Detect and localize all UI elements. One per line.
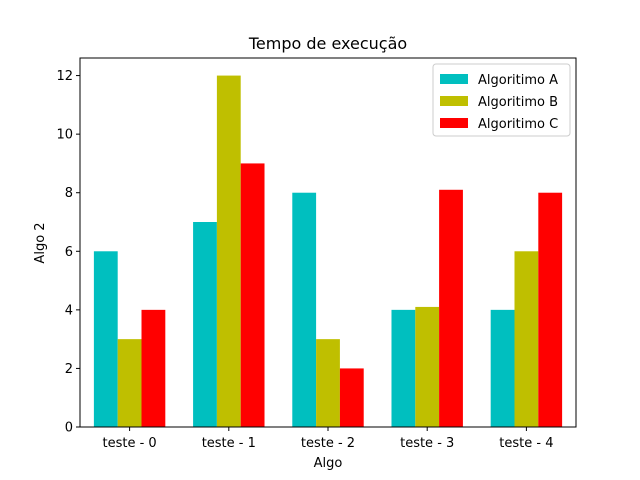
x-tick-label: teste - 0 (102, 436, 156, 451)
y-tick-label: 8 (65, 186, 73, 201)
x-tick-label: teste - 1 (202, 436, 256, 451)
bar-series-0-cat-0 (93, 251, 118, 427)
bar-series-0-cat-2 (292, 192, 317, 427)
bar-series-1-cat-3 (415, 306, 440, 427)
legend-swatch-1 (440, 96, 468, 106)
legend-swatch-0 (440, 74, 468, 84)
legend-label-0: Algoritimo A (478, 73, 558, 88)
y-tick-label: 4 (65, 303, 73, 318)
bar-series-2-cat-4 (538, 192, 563, 427)
bar-series-0-cat-4 (490, 309, 515, 427)
bar-series-2-cat-1 (240, 163, 265, 427)
bar-series-1-cat-1 (216, 75, 241, 428)
y-axis-label: Algo 2 (33, 222, 48, 263)
x-axis-label: Algo (314, 456, 343, 471)
y-tick-label: 0 (65, 421, 73, 436)
y-tick-label: 2 (65, 362, 73, 377)
x-tick-label: teste - 4 (499, 436, 553, 451)
x-tick-label: teste - 2 (301, 436, 355, 451)
legend: Algoritimo A Algoritimo B Algoritimo C (432, 63, 571, 137)
legend-label-1: Algoritimo B (478, 95, 558, 110)
y-tick-label: 12 (56, 69, 73, 84)
y-tick-label: 10 (56, 128, 73, 143)
bar-series-1-cat-4 (514, 251, 539, 427)
bar-series-2-cat-3 (439, 189, 463, 427)
bar-series-0-cat-3 (391, 309, 416, 427)
legend-label-2: Algoritimo C (478, 117, 558, 132)
bar-series-2-cat-2 (339, 368, 364, 427)
bar-series-1-cat-2 (316, 339, 340, 427)
x-axis: teste - 0 teste - 1 teste - 2 teste - 3 test… (102, 427, 554, 451)
y-tick-label: 6 (65, 245, 73, 260)
bars-layer (93, 75, 563, 428)
bar-series-0-cat-1 (193, 222, 217, 427)
y-axis: 0 2 4 6 8 10 12 (56, 69, 80, 436)
x-tick-label: teste - 3 (400, 436, 454, 451)
legend-items: Algoritimo A Algoritimo B Algoritimo C (440, 73, 558, 132)
bar-series-1-cat-0 (117, 339, 142, 427)
chart-title: Tempo de execução (248, 34, 407, 53)
bar-series-2-cat-0 (141, 309, 166, 427)
legend-swatch-2 (440, 118, 468, 128)
